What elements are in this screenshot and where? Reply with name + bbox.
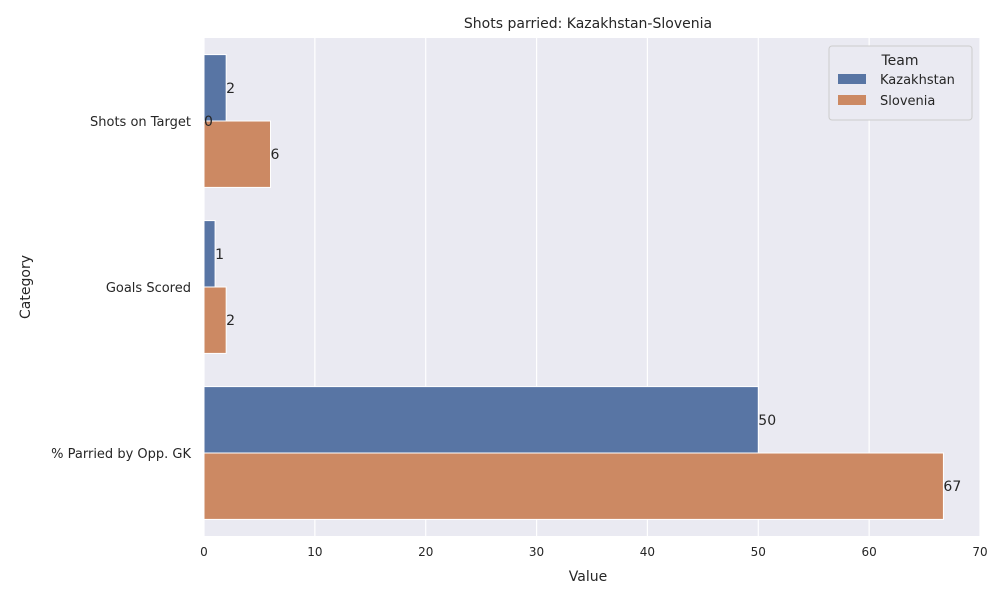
bar-slovenia: [203, 120, 272, 188]
y-tick-label: % Parried by Opp. GK: [51, 447, 191, 462]
legend[interactable]: Team Kazakhstan Slovenia: [828, 45, 973, 121]
legend-items: Kazakhstan Slovenia: [838, 73, 955, 109]
bar-value-label: 1: [215, 247, 224, 263]
legend-title: Team: [880, 53, 918, 69]
x-tick-label: 40: [640, 545, 655, 559]
bar-value-label: 50: [758, 413, 776, 429]
x-tick-label: 60: [862, 545, 877, 559]
y-tick-label: Goals Scored: [106, 281, 191, 296]
x-tick-label: 70: [972, 545, 987, 559]
x-tick-label: 30: [529, 545, 544, 559]
chart-title: Shots parried: Kazakhstan-Slovenia: [464, 16, 712, 32]
y-axis-label: Category: [18, 255, 34, 319]
data-labels: 2 6 1 2 50 67 0: [204, 81, 961, 495]
bar-slovenia: [203, 452, 944, 520]
legend-swatch: [838, 74, 866, 84]
legend-label: Kazakhstan: [880, 73, 955, 88]
bar-value-label: 6: [271, 147, 280, 163]
x-tick-label: 50: [751, 545, 766, 559]
extra-value-label: 0: [204, 114, 213, 130]
bar-kazakhstan: [203, 54, 227, 122]
bar-kazakhstan: [203, 386, 759, 454]
bar-slovenia: [203, 286, 227, 354]
bar-value-label: 2: [226, 81, 235, 97]
x-axis-ticks: 0 10 20 30 40 50 60 70: [200, 545, 987, 559]
bars: [203, 54, 944, 520]
legend-swatch: [838, 95, 866, 105]
bar-kazakhstan: [203, 220, 216, 288]
x-tick-label: 0: [200, 545, 208, 559]
bar-value-label: 2: [226, 313, 235, 329]
x-axis-label: Value: [569, 569, 607, 585]
x-tick-label: 20: [418, 545, 433, 559]
legend-label: Slovenia: [880, 94, 935, 109]
x-tick-label: 10: [307, 545, 322, 559]
y-tick-label: Shots on Target: [90, 115, 191, 130]
bar-value-label: 67: [943, 479, 961, 495]
y-axis-ticks: Shots on Target Goals Scored % Parried by …: [51, 115, 191, 462]
